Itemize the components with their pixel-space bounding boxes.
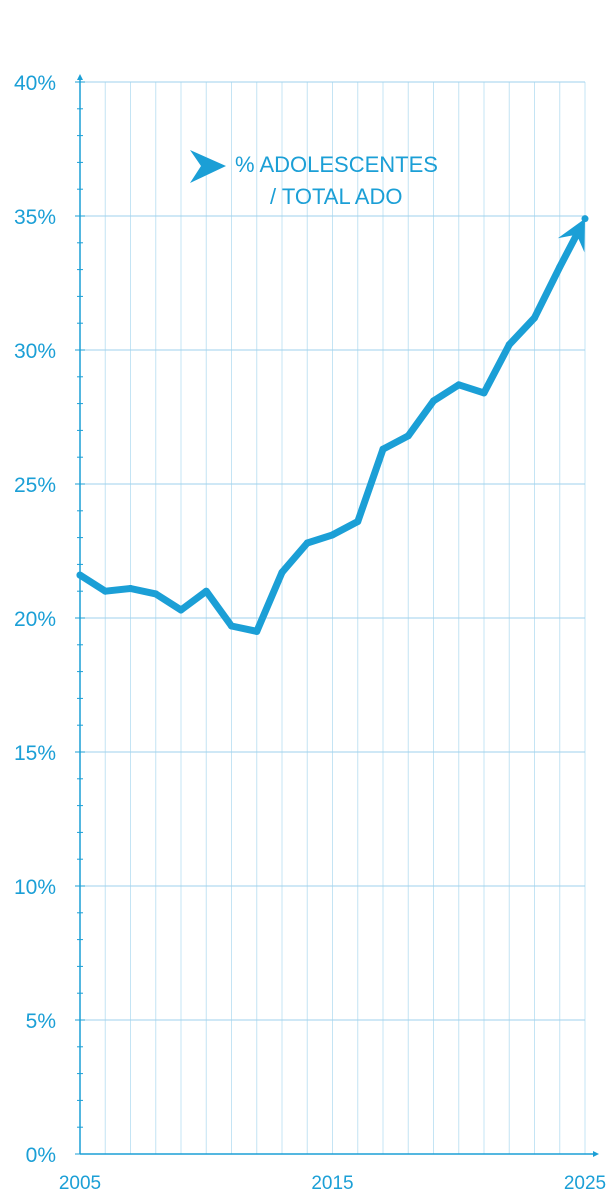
data-point: [177, 606, 185, 614]
data-point: [455, 381, 463, 389]
data-point: [228, 622, 235, 630]
data-point: [253, 627, 261, 635]
data-point: [329, 531, 336, 539]
data-point: [556, 263, 564, 271]
y-tick-label: 40%: [14, 72, 56, 95]
major-gridlines: [80, 81, 585, 1021]
y-tick-label: 10%: [14, 876, 56, 899]
series-line: [76, 231, 581, 635]
y-tick-label: 35%: [14, 206, 56, 229]
series-arrowhead-icon: [557, 218, 585, 253]
data-point: [480, 389, 488, 397]
legend-arrow-icon: [190, 150, 226, 183]
data-point: [531, 314, 538, 322]
data-point: [127, 585, 134, 593]
data-point: [76, 571, 84, 579]
data-point: [303, 539, 311, 547]
data-point: [278, 568, 286, 576]
x-tick-label: 2025: [564, 1173, 606, 1194]
series-group: [76, 215, 589, 635]
data-point: [404, 432, 412, 440]
data-point: [202, 587, 210, 595]
y-tick-label: 30%: [14, 340, 56, 363]
x-axis-tick-labels: 2005 2015 2025: [59, 1173, 606, 1194]
y-axis-tick-labels: 0% 5% 10% 15% 20% 25% 30% 35% 40%: [14, 72, 56, 1167]
data-point: [152, 590, 160, 598]
y-tick-label: 15%: [14, 742, 56, 765]
x-tick-label: 2005: [59, 1173, 101, 1194]
data-point: [354, 518, 362, 526]
data-point: [430, 397, 437, 405]
y-axis-arrow-icon: [77, 74, 83, 80]
x-axis-arrow-icon: [593, 1151, 599, 1157]
data-point: [505, 341, 513, 349]
y-tick-label: 20%: [14, 608, 56, 631]
y-tick-label: 5%: [26, 1010, 56, 1033]
legend-line-2: / TOTAL ADO: [270, 184, 402, 209]
y-tick-label: 25%: [14, 474, 56, 497]
data-point: [101, 587, 109, 595]
x-tick-label: 2015: [311, 1173, 353, 1194]
legend: % ADOLESCENTES / TOTAL ADO: [190, 150, 438, 209]
data-point: [379, 445, 387, 453]
y-tick-label: 0%: [26, 1144, 56, 1167]
legend-line-1: % ADOLESCENTES: [235, 152, 438, 177]
axes: [75, 74, 599, 1157]
